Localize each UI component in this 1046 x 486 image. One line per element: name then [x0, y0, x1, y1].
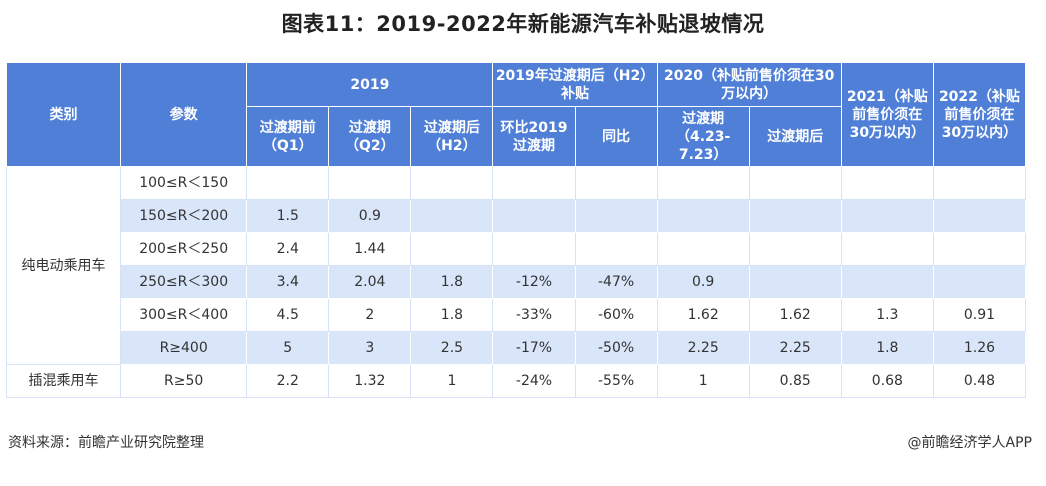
- param-cell: 150≤R＜200: [120, 199, 248, 233]
- value-cell: [748, 232, 842, 266]
- value-cell: [656, 166, 750, 200]
- value-cell: 1.8: [410, 298, 494, 332]
- value-cell: [492, 166, 576, 200]
- value-cell: [840, 166, 934, 200]
- value-cell: [840, 199, 934, 233]
- value-cell: [410, 199, 494, 233]
- header-2020: 2020（补贴前售价须在30万以内）: [656, 62, 842, 107]
- value-cell: 0.9: [656, 265, 750, 299]
- header-yoy: 同比: [574, 106, 658, 167]
- value-cell: 1.3: [840, 298, 934, 332]
- value-cell: [574, 199, 658, 233]
- header-2022: 2022（补贴前售价须在30万以内）: [932, 62, 1027, 167]
- category-cell: 插混乘用车: [5, 364, 122, 398]
- value-cell: 1.8: [410, 265, 494, 299]
- value-cell: 0.85: [748, 364, 842, 398]
- header-h2: 过渡期后（H2）: [410, 106, 494, 167]
- page-title: 图表11：2019-2022年新能源汽车补贴退坡情况: [281, 12, 765, 36]
- category-cell: 纯电动乘用车: [5, 166, 122, 365]
- value-cell: [574, 232, 658, 266]
- value-cell: 1.8: [840, 331, 934, 365]
- param-cell: 100≤R＜150: [120, 166, 248, 200]
- value-cell: -60%: [574, 298, 658, 332]
- value-cell: 2.25: [748, 331, 842, 365]
- value-cell: [748, 199, 842, 233]
- header-q2: 过渡期（Q2）: [328, 106, 412, 167]
- value-cell: -12%: [492, 265, 576, 299]
- value-cell: [748, 265, 842, 299]
- value-cell: -33%: [492, 298, 576, 332]
- value-cell: [410, 232, 494, 266]
- table-row: 250≤R＜300 3.4 2.04 1.8 -12% -47% 0.9: [7, 265, 1027, 299]
- value-cell: 3.4: [246, 265, 330, 299]
- value-cell: [840, 265, 934, 299]
- table-row: 300≤R＜400 4.5 2 1.8 -33% -60% 1.62 1.62 …: [7, 298, 1027, 332]
- value-cell: 4.5: [246, 298, 330, 332]
- value-cell: 1.26: [932, 331, 1027, 365]
- value-cell: [328, 166, 412, 200]
- value-cell: -47%: [574, 265, 658, 299]
- value-cell: [492, 199, 576, 233]
- value-cell: [574, 166, 658, 200]
- value-cell: 1.62: [656, 298, 750, 332]
- value-cell: 1.32: [328, 364, 412, 398]
- value-cell: 5: [246, 331, 330, 365]
- value-cell: 2.5: [410, 331, 494, 365]
- table-row: 纯电动乘用车 100≤R＜150: [5, 166, 1027, 365]
- table-row: 200≤R＜250 2.4 1.44: [7, 232, 1027, 266]
- header-category: 类别: [5, 62, 122, 167]
- value-cell: 2.2: [246, 364, 330, 398]
- subsidy-table: 类别 参数 2019 2019年过渡期后（H2）补贴 2020（补贴前售价须在3…: [5, 62, 1027, 398]
- header-2021: 2021（补贴前售价须在30万以内）: [840, 62, 934, 167]
- value-cell: [932, 166, 1027, 200]
- table-row: 150≤R＜200 1.5 0.9: [7, 199, 1027, 233]
- table-row: 插混乘用车 R≥50 2.2 1.32 1 -24% -55% 1 0.85 0…: [5, 364, 1027, 398]
- header-parameter: 参数: [120, 62, 248, 167]
- value-cell: [656, 199, 750, 233]
- value-cell: [656, 232, 750, 266]
- value-cell: 1.44: [328, 232, 412, 266]
- value-cell: [410, 166, 494, 200]
- value-cell: 1: [656, 364, 750, 398]
- source-note: 资料来源：前瞻产业研究院整理: [8, 435, 204, 451]
- value-cell: [932, 232, 1027, 266]
- param-cell: 200≤R＜250: [120, 232, 248, 266]
- value-cell: [932, 199, 1027, 233]
- header-2019-h2: 2019年过渡期后（H2）补贴: [492, 62, 658, 107]
- value-cell: 0.9: [328, 199, 412, 233]
- value-cell: 2: [328, 298, 412, 332]
- header-2019: 2019: [246, 62, 494, 107]
- value-cell: [840, 232, 934, 266]
- brand-credit: @前瞻经济学人APP: [907, 435, 1032, 451]
- value-cell: -55%: [574, 364, 658, 398]
- value-cell: 3: [328, 331, 412, 365]
- param-cell: R≥400: [120, 331, 248, 365]
- value-cell: [748, 166, 842, 200]
- subsidy-table-container: 类别 参数 2019 2019年过渡期后（H2）补贴 2020（补贴前售价须在3…: [5, 62, 1027, 398]
- value-cell: 2.25: [656, 331, 750, 365]
- value-cell: [246, 166, 330, 200]
- value-cell: -24%: [492, 364, 576, 398]
- param-cell: 300≤R＜400: [120, 298, 248, 332]
- header-2020-transition: 过渡期（4.23-7.23）: [656, 106, 750, 167]
- value-cell: 2.04: [328, 265, 412, 299]
- header-q1: 过渡期前（Q1）: [246, 106, 330, 167]
- value-cell: [492, 232, 576, 266]
- value-cell: 1.5: [246, 199, 330, 233]
- value-cell: 0.48: [932, 364, 1027, 398]
- value-cell: 0.91: [932, 298, 1027, 332]
- value-cell: 2.4: [246, 232, 330, 266]
- header-2020-after: 过渡期后: [748, 106, 842, 167]
- param-cell: 250≤R＜300: [120, 265, 248, 299]
- value-cell: 0.68: [840, 364, 934, 398]
- value-cell: 1.62: [748, 298, 842, 332]
- header-hb: 环比2019过渡期: [492, 106, 576, 167]
- value-cell: -50%: [574, 331, 658, 365]
- table-row: R≥400 5 3 2.5 -17% -50% 2.25 2.25 1.8 1.…: [7, 331, 1027, 365]
- param-cell: R≥50: [120, 364, 248, 398]
- value-cell: [932, 265, 1027, 299]
- value-cell: 1: [410, 364, 494, 398]
- value-cell: -17%: [492, 331, 576, 365]
